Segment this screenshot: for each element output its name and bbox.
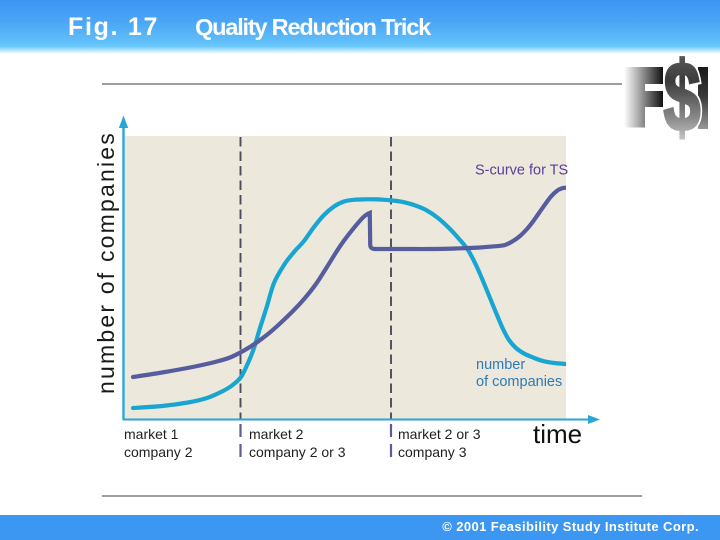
svg-text:of companies: of companies: [476, 374, 562, 390]
svg-text:company 2 or 3: company 2 or 3: [249, 444, 346, 460]
svg-text:number: number: [476, 357, 525, 373]
svg-text:market 2 or 3: market 2 or 3: [398, 426, 481, 442]
svg-text:market 1: market 1: [124, 426, 179, 442]
svg-text:company 2: company 2: [124, 444, 193, 460]
svg-text:$: $: [663, 42, 700, 152]
svg-text:market 2: market 2: [249, 426, 304, 442]
svg-text:number of companies: number of companies: [93, 131, 119, 394]
svg-text:time: time: [533, 419, 582, 449]
svg-text:$: $: [663, 42, 700, 152]
svg-text:company 3: company 3: [398, 444, 467, 460]
svg-text:S-curve for TS: S-curve for TS: [475, 163, 568, 179]
